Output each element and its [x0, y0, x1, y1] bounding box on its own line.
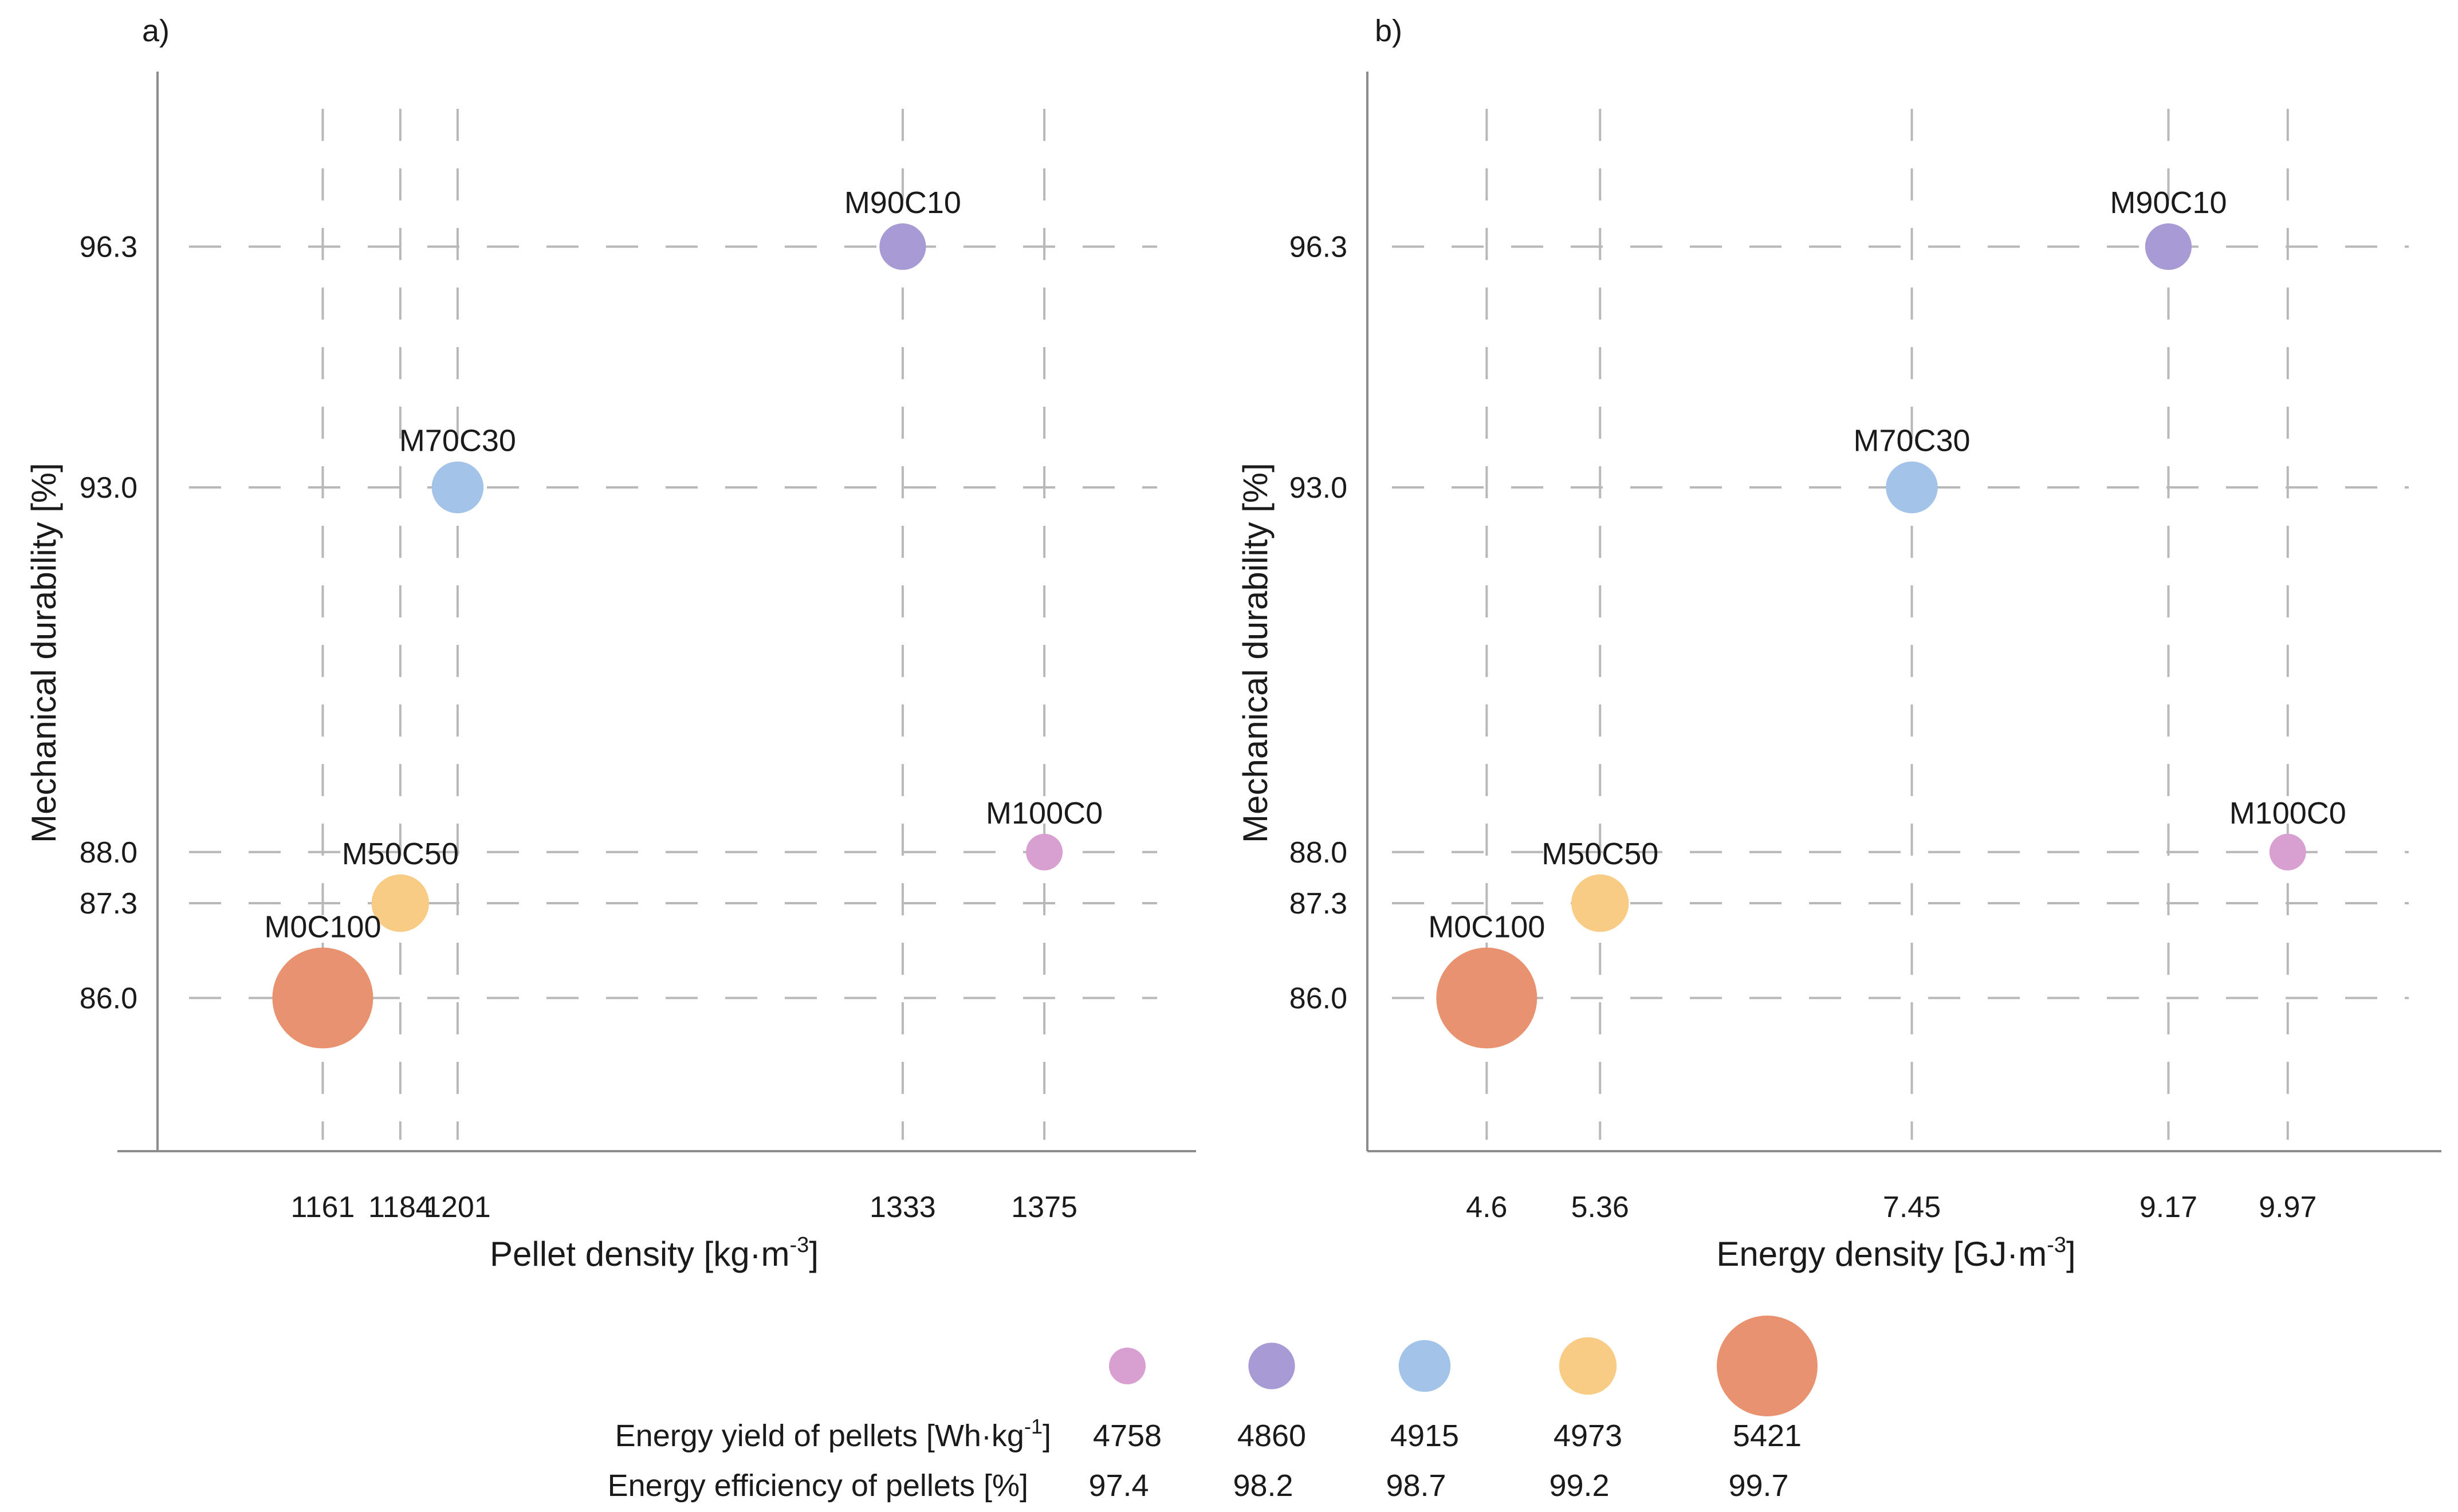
panel-b-x-tick-label: 5.36 — [1571, 1191, 1629, 1224]
panel-b-points: M0C100 M50C50 M70C30 M90C10 M100C0 — [1428, 186, 2346, 1049]
panel-b-point-m100c0 — [2269, 833, 2306, 871]
panel-b-y-tick-label: 96.3 — [1289, 231, 1347, 264]
panel-a-point-m100c0 — [1026, 833, 1063, 871]
panel-b-point-label-m50c50: M50C50 — [1541, 837, 1658, 871]
panel-a-x-tick-label: 1201 — [424, 1191, 491, 1224]
legend-energy-efficiency-values: 97.4 98.2 98.7 99.2 99.7 — [1088, 1468, 1788, 1503]
panel-a-y-tick-label: 93.0 — [80, 471, 137, 505]
legend-circle-4758 — [1109, 1348, 1146, 1384]
panel-b-point-m90c10 — [2145, 223, 2192, 270]
legend-energy-efficiency-label: Energy efficiency of pellets [%] — [608, 1468, 1028, 1503]
legend-energy-efficiency-value: 97.4 — [1088, 1468, 1149, 1503]
panel-a-x-tick-label: 1184 — [368, 1191, 432, 1224]
panel-a-point-m0c100 — [272, 947, 373, 1049]
panel-a-point-label-m100c0: M100C0 — [986, 796, 1103, 830]
legend-energy-yield-value: 4758 — [1093, 1419, 1162, 1453]
panel-b-y-ticks: 96.3 93.0 88.0 87.3 86.0 — [1289, 231, 1347, 1015]
legend-circle-4915 — [1398, 1340, 1451, 1392]
legend-energy-efficiency-value: 99.2 — [1549, 1468, 1609, 1503]
legend-energy-efficiency-value: 99.7 — [1728, 1468, 1788, 1503]
panel-b-chart: b) 96.3 93.0 88.0 87.3 86.0 4.6 5.36 7.45 9.17 9… — [1236, 14, 2441, 1273]
panel-b-x-tick-label: 9.97 — [2259, 1191, 2317, 1224]
panel-a-point-m90c10 — [879, 223, 926, 270]
panel-b-x-tick-label: 9.17 — [2140, 1191, 2197, 1224]
panel-a-x-axis-label: Pellet density [kg·m-3] — [490, 1233, 819, 1273]
panel-a-y-ticks: 96.3 93.0 88.0 87.3 86.0 — [80, 231, 137, 1015]
panel-b-y-axis-label: Mechanical durability [%] — [1236, 463, 1275, 843]
panel-a-point-m70c30 — [431, 461, 484, 514]
legend-energy-yield-value: 5421 — [1733, 1419, 1802, 1453]
panel-b-label: b) — [1375, 14, 1402, 48]
legend-circles — [1109, 1316, 1818, 1416]
panel-b-x-axis-label: Energy density [GJ·m-3] — [1716, 1233, 2075, 1273]
panel-a-y-tick-label: 96.3 — [80, 231, 137, 264]
panel-b-y-tick-label: 93.0 — [1289, 471, 1347, 505]
panel-b-point-label-m100c0: M100C0 — [2229, 796, 2346, 830]
legend-circle-5421 — [1717, 1316, 1818, 1416]
panel-b-point-label-m90c10: M90C10 — [2110, 186, 2227, 220]
panel-b-point-label-m0c100: M0C100 — [1428, 910, 1545, 944]
panel-b-x-tick-label: 7.45 — [1883, 1191, 1941, 1224]
panel-a-y-tick-label: 86.0 — [80, 982, 137, 1015]
panel-b-x-tick-label: 4.6 — [1466, 1191, 1507, 1224]
legend-energy-yield-value: 4915 — [1390, 1419, 1459, 1453]
panel-a-x-tick-label: 1375 — [1011, 1191, 1077, 1224]
legend-energy-yield-value: 4860 — [1237, 1419, 1306, 1453]
panel-a-x-tick-label: 1333 — [870, 1191, 936, 1224]
panel-a-point-label-m90c10: M90C10 — [844, 186, 961, 220]
panel-a-label: a) — [142, 14, 170, 48]
panel-a-point-label-m0c100: M0C100 — [264, 910, 381, 944]
panel-b-point-m70c30 — [1886, 461, 1938, 514]
legend-energy-yield-label: Energy yield of pellets [Wh·kg-1] — [615, 1415, 1051, 1453]
size-color-legend: Energy yield of pellets [Wh·kg-1] Energy… — [608, 1316, 1818, 1503]
panel-b-y-tick-label: 86.0 — [1289, 982, 1347, 1015]
panel-b-point-label-m70c30: M70C30 — [1853, 424, 1970, 458]
panel-b-x-ticks: 4.6 5.36 7.45 9.17 9.97 — [1466, 1191, 2317, 1224]
panel-a-y-axis-label: Mechanical durability [%] — [25, 463, 63, 843]
panel-b-point-m50c50 — [1571, 874, 1629, 932]
legend-energy-efficiency-value: 98.2 — [1233, 1468, 1293, 1503]
panel-a-points: M0C100 M50C50 M70C30 M90C10 M100C0 — [264, 186, 1103, 1049]
panel-a-y-tick-label: 87.3 — [80, 887, 137, 920]
panel-a-y-tick-label: 88.0 — [80, 836, 137, 869]
panel-b-y-tick-label: 88.0 — [1289, 836, 1347, 869]
panel-b-point-m0c100 — [1436, 947, 1537, 1049]
legend-energy-yield-values: 4758 4860 4915 4973 5421 — [1093, 1419, 1802, 1453]
panel-a-x-tick-label: 1161 — [291, 1191, 355, 1224]
panel-a-point-label-m70c30: M70C30 — [399, 424, 516, 458]
panel-b-y-tick-label: 87.3 — [1289, 887, 1347, 920]
panel-a-point-label-m50c50: M50C50 — [342, 837, 459, 871]
legend-circle-4860 — [1248, 1342, 1295, 1389]
panel-a-point-m50c50 — [371, 874, 429, 932]
legend-circle-4973 — [1559, 1337, 1617, 1395]
legend-energy-yield-value: 4973 — [1554, 1419, 1622, 1453]
panel-b-gridlines — [1392, 109, 2409, 1140]
legend-energy-efficiency-value: 98.7 — [1386, 1468, 1446, 1503]
